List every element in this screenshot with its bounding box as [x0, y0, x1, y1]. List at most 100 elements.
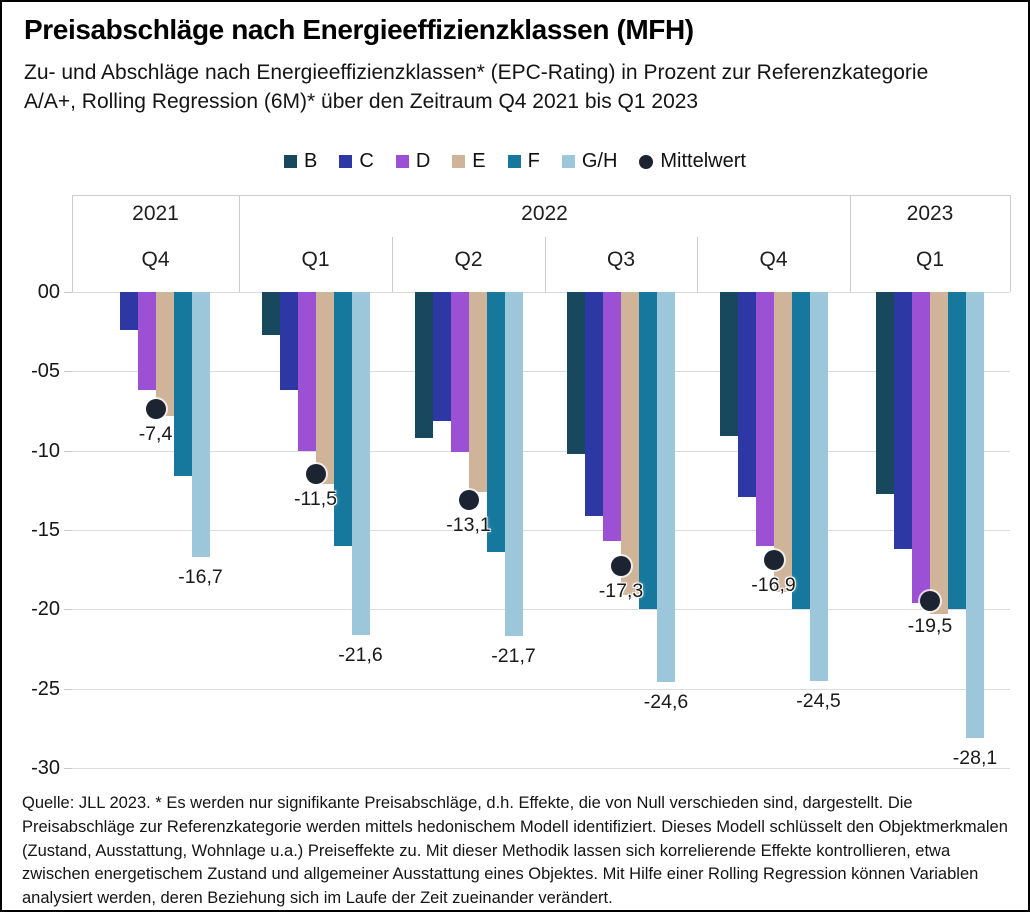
bar-D-2022-Q4	[756, 292, 774, 546]
gridline	[72, 768, 1010, 769]
legend-item-b: B	[284, 150, 317, 173]
bar-E-2022-Q1	[316, 292, 334, 484]
gh-value-label: -16,7	[151, 566, 251, 588]
gridline	[72, 292, 1010, 293]
year-label-2021: 2021	[72, 201, 239, 227]
bar-C-2022-Q2	[433, 292, 451, 421]
bar-D-2022-Q3	[603, 292, 621, 541]
quarter-label-2022-Q2: Q2	[392, 247, 545, 273]
legend-swatch-icon	[508, 155, 521, 168]
page-title: Preisabschläge nach Energieeffizienzklas…	[24, 14, 694, 46]
mean-dot	[764, 550, 784, 570]
axis-tick-mark	[64, 768, 72, 769]
gridline	[72, 609, 1010, 610]
chart-area: 202120222023Q4Q1Q2Q3Q4Q1-16,7-7,4-21,6-1…	[22, 195, 1010, 768]
legend-label: B	[304, 150, 317, 173]
mean-dot	[459, 490, 479, 510]
year-separator	[239, 195, 240, 292]
legend-label: C	[359, 150, 373, 173]
axis-tick-mark	[64, 609, 72, 610]
legend-label: G/H	[582, 150, 618, 173]
bar-D-2021-Q4	[138, 292, 156, 390]
bar-B-2023-Q1	[876, 292, 894, 494]
axis-tick-mark	[64, 451, 72, 452]
legend-item-mittelwert: Mittelwert	[639, 150, 746, 173]
bar-D-2023-Q1	[912, 292, 930, 603]
bar-GH-2022-Q4	[810, 292, 828, 681]
y-axis-label: -15	[22, 520, 60, 540]
legend-label: Mittelwert	[660, 150, 746, 173]
quarter-label-2022-Q1: Q1	[239, 247, 392, 273]
quarter-label-2022-Q3: Q3	[545, 247, 697, 273]
gh-value-label: -21,6	[311, 644, 411, 666]
mean-value-label: -16,9	[724, 574, 824, 596]
bar-C-2022-Q1	[280, 292, 298, 390]
gh-value-label: -24,5	[769, 690, 869, 712]
bar-GH-2023-Q1	[966, 292, 984, 738]
mean-value-label: -17,3	[571, 580, 671, 602]
chart-canvas: Preisabschläge nach Energieeffizienzklas…	[0, 0, 1030, 912]
quarter-label-2022-Q4: Q4	[697, 247, 850, 273]
year-separator	[72, 195, 73, 292]
bar-E-2022-Q2	[469, 292, 487, 492]
mean-value-label: -13,1	[419, 514, 519, 536]
bar-E-2023-Q1	[930, 292, 948, 614]
bar-GH-2022-Q1	[352, 292, 370, 635]
y-axis-label: -20	[22, 599, 60, 619]
legend-item-f: F	[508, 150, 540, 173]
axis-tick-mark	[64, 371, 72, 372]
bar-F-2021-Q4	[174, 292, 192, 476]
legend-swatch-icon	[396, 155, 409, 168]
bar-B-2022-Q2	[415, 292, 433, 438]
y-axis-label: -10	[22, 441, 60, 461]
legend-item-c: C	[339, 150, 373, 173]
bar-GH-2022-Q2	[505, 292, 523, 636]
bar-C-2022-Q3	[585, 292, 603, 516]
bar-C-2021-Q4	[120, 292, 138, 330]
gh-value-label: -28,1	[925, 747, 1025, 769]
mean-value-label: -7,4	[106, 423, 206, 445]
legend-item-d: D	[396, 150, 430, 173]
bar-B-2022-Q4	[720, 292, 738, 436]
legend-swatch-icon	[562, 155, 575, 168]
bar-E-2021-Q4	[156, 292, 174, 416]
quarter-label-2023-Q1: Q1	[850, 247, 1010, 273]
year-separator	[1010, 195, 1011, 292]
legend-dot-icon	[639, 155, 653, 169]
gridline	[72, 451, 1010, 452]
legend-label: D	[416, 150, 430, 173]
bar-F-2023-Q1	[948, 292, 966, 609]
gh-value-label: -21,7	[464, 645, 564, 667]
mean-value-label: -19,5	[880, 615, 980, 637]
year-label-2023: 2023	[850, 201, 1010, 227]
gh-value-label: -24,6	[616, 691, 716, 713]
legend-item-e: E	[452, 150, 485, 173]
plot-top-border	[72, 195, 1010, 196]
bar-D-2022-Q2	[451, 292, 469, 452]
bar-F-2022-Q4	[792, 292, 810, 609]
bar-F-2022-Q3	[639, 292, 657, 609]
bar-E-2022-Q3	[621, 292, 639, 595]
legend-swatch-icon	[339, 155, 352, 168]
source-footnote: Quelle: JLL 2023. * Es werden nur signif…	[22, 792, 1014, 911]
legend-label: E	[472, 150, 485, 173]
axis-tick-mark	[64, 530, 72, 531]
y-axis-label: -25	[22, 679, 60, 699]
y-axis-label: -30	[22, 758, 60, 778]
bar-D-2022-Q1	[298, 292, 316, 451]
legend-swatch-icon	[284, 155, 297, 168]
y-axis-label: 00	[22, 282, 60, 302]
legend-swatch-icon	[452, 155, 465, 168]
quarter-label-2021-Q4: Q4	[72, 247, 239, 273]
gridline	[72, 371, 1010, 372]
year-label-2022: 2022	[239, 201, 850, 227]
bar-B-2022-Q3	[567, 292, 585, 454]
bar-C-2023-Q1	[894, 292, 912, 549]
gridline	[72, 689, 1010, 690]
bar-GH-2022-Q3	[657, 292, 675, 682]
year-separator	[850, 195, 851, 292]
mean-value-label: -11,5	[266, 488, 366, 510]
mean-dot	[146, 399, 166, 419]
axis-tick-mark	[64, 292, 72, 293]
legend-label: F	[528, 150, 540, 173]
